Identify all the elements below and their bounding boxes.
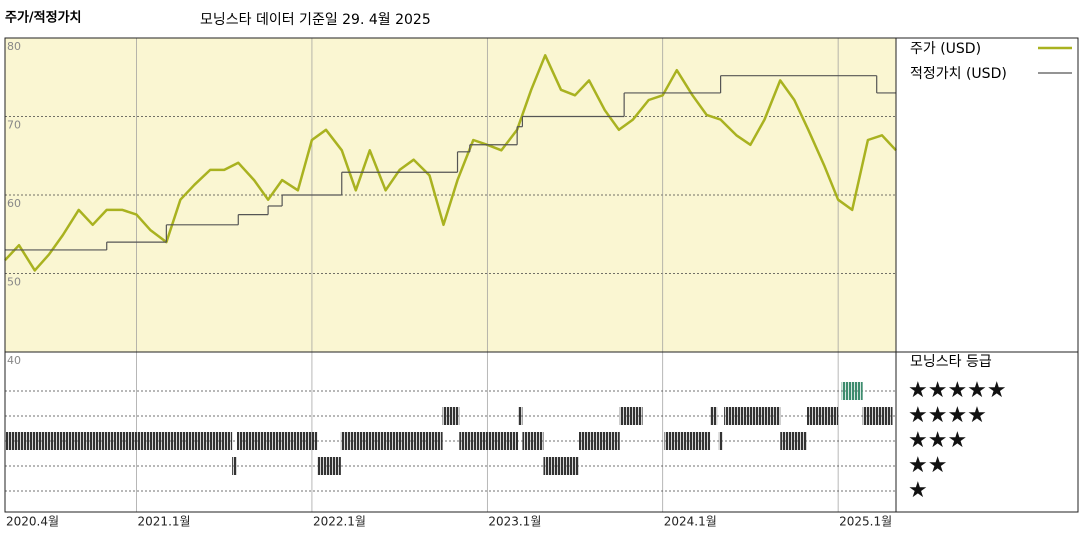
rating-bar — [543, 457, 579, 475]
y-tick-label: 60 — [7, 197, 21, 210]
y-tick-label: 80 — [7, 40, 21, 53]
rating-label: ★★ — [908, 453, 947, 478]
rating-bar — [5, 432, 233, 450]
rating-bar — [780, 432, 807, 450]
rating-label: ★★★ — [908, 428, 967, 453]
chart-title: 주가/적정가치 — [5, 10, 82, 26]
rating-bar — [232, 457, 237, 475]
y-tick-label: 50 — [7, 276, 21, 289]
rating-bar — [619, 407, 643, 425]
rating-bar — [724, 407, 781, 425]
x-tick-label: 2020.4월 — [6, 515, 59, 529]
rating-bar — [718, 432, 723, 450]
rating-bar — [578, 432, 620, 450]
x-tick-label: 2021.1월 — [138, 515, 191, 529]
rating-bar — [442, 407, 460, 425]
legend-label: 주가 (USD) — [910, 41, 981, 57]
rating-bar — [317, 457, 341, 475]
rating-bar — [518, 407, 523, 425]
rating-bar — [236, 432, 318, 450]
rating-bar — [710, 407, 718, 425]
legend-label: 적정가치 (USD) — [910, 66, 1007, 82]
rating-bar — [806, 407, 839, 425]
frame — [4, 37, 1079, 513]
y-tick-label: 40 — [7, 354, 21, 367]
rating-bar — [340, 432, 443, 450]
rating-bar — [459, 432, 519, 450]
y-tick-label: 70 — [7, 119, 21, 132]
rating-bar — [841, 382, 863, 400]
rating-bar — [862, 407, 893, 425]
rating-label: ★ — [908, 478, 928, 503]
rating-bar — [522, 432, 544, 450]
price-line — [4, 54, 897, 272]
x-tick-label: 2024.1월 — [664, 515, 717, 529]
rating-bar — [664, 432, 711, 450]
x-tick-label: 2025.1월 — [839, 515, 892, 529]
rating-label: ★★★★ — [908, 403, 987, 428]
chart-subtitle: 모닝스타 데이터 기준일 29. 4월 2025 — [200, 12, 431, 28]
x-tick-label: 2022.1월 — [313, 515, 366, 529]
rating-label: ★★★★★ — [908, 378, 1007, 403]
rating-title: 모닝스타 등급 — [910, 354, 992, 370]
x-tick-label: 2023.1월 — [488, 515, 541, 529]
